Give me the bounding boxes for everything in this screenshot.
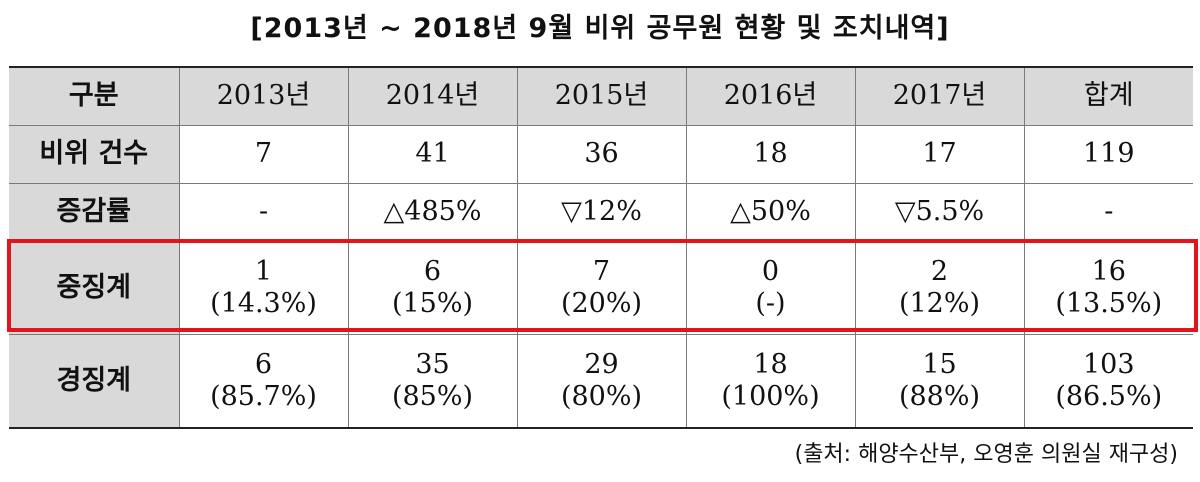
cell-count: 29 [584,348,619,380]
header-cell-2015: 2015년 [516,66,687,126]
row-label: 비위 건수 [9,125,180,184]
table-row-misconduct-count: 비위 건수 7 41 36 18 17 119 [9,125,1193,184]
table-cell: - [178,183,349,242]
table-cell: 15 (88%) [854,334,1025,429]
cell-count: 6 [254,348,273,380]
disciplinary-table: 구분 2013년 2014년 2015년 2016년 2017년 합계 비위 건… [9,66,1193,429]
cell-percent: (86.5%) [1055,381,1163,412]
table-cell: 119 [1023,125,1193,184]
table-cell: △50% [685,183,856,242]
cell-percent: (20%) [560,288,643,319]
table-cell: 6 (15%) [347,241,518,335]
table-cell: 2 (12%) [854,241,1025,335]
table-cell: - [1023,183,1193,242]
header-cell-2017: 2017년 [854,66,1025,126]
cell-count: 7 [592,255,611,287]
row-label: 중징계 [9,241,180,335]
cell-percent: (14.3%) [210,288,317,319]
header-cell-2014: 2014년 [347,66,518,126]
table-row-major-discipline: 중징계 1 (14.3%) 6 (15%) 7 (20%) 0 (-) 2 (12%) 1… [9,241,1193,335]
header-cell-category: 구분 [9,66,180,126]
cell-count: 16 [1091,255,1126,287]
cell-count: 0 [761,255,780,287]
table-cell: 1 (14.3%) [178,241,349,335]
header-cell-2016: 2016년 [685,66,856,126]
table-cell: 16 (13.5%) [1023,241,1193,335]
table-cell: 7 [178,125,349,184]
table-cell: 103 (86.5%) [1023,334,1193,429]
cell-count: 1 [254,255,273,287]
source-note: (출처: 해양수산부, 오영훈 의원실 재구성) [794,442,1178,467]
cell-percent: (88%) [898,381,981,412]
document-title: [2013년 ~ 2018년 9월 비위 공무원 현황 및 조치내역] [250,13,950,44]
table-cell: △485% [347,183,518,242]
table-cell: 29 (80%) [516,334,687,429]
table-row-change-rate: 증감률 - △485% ▽12% △50% ▽5.5% - [9,183,1193,242]
cell-count: 15 [922,348,957,380]
table-row-minor-discipline: 경징계 6 (85.7%) 35 (85%) 29 (80%) 18 (100%) 15… [9,334,1193,429]
cell-percent: (-) [755,288,786,319]
table-cell: ▽5.5% [854,183,1025,242]
table-cell: 6 (85.7%) [178,334,349,429]
cell-percent: (12%) [898,288,981,319]
cell-percent: (15%) [391,288,474,319]
cell-count: 6 [423,255,442,287]
header-cell-2013: 2013년 [178,66,349,126]
cell-percent: (85%) [391,381,474,412]
cell-percent: (100%) [721,381,820,412]
cell-count: 35 [415,348,450,380]
row-label: 경징계 [9,334,180,429]
table-cell: 18 [685,125,856,184]
cell-count: 2 [930,255,949,287]
table-cell: 17 [854,125,1025,184]
table-cell: 7 (20%) [516,241,687,335]
table-cell: 35 (85%) [347,334,518,429]
cell-percent: (85.7%) [210,381,317,412]
cell-count: 18 [753,348,788,380]
header-cell-total: 합계 [1023,66,1193,126]
table-cell: 41 [347,125,518,184]
table-cell: ▽12% [516,183,687,242]
table-header-row: 구분 2013년 2014년 2015년 2016년 2017년 합계 [9,66,1193,126]
cell-percent: (13.5%) [1055,288,1163,319]
table-cell: 18 (100%) [685,334,856,429]
table-cell: 0 (-) [685,241,856,335]
cell-count: 103 [1082,348,1135,380]
cell-percent: (80%) [560,381,643,412]
table-cell: 36 [516,125,687,184]
row-label: 증감률 [9,183,180,242]
